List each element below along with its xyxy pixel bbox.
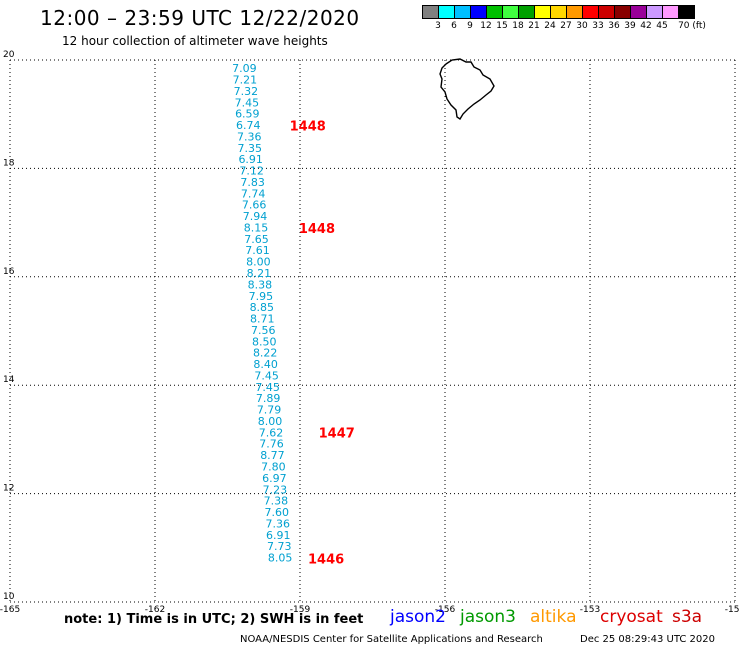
swh-value: 8.77: [260, 449, 285, 462]
swh-value: 8.71: [250, 313, 275, 326]
x-tick-label: -165: [0, 605, 20, 615]
swh-value: 7.79: [257, 404, 282, 417]
swh-points: 7.097.217.327.456.596.747.367.356.917.12…: [232, 62, 292, 564]
swh-value: 7.73: [267, 540, 292, 553]
swh-value: 7.83: [240, 176, 265, 189]
color-legend-labels: 3 6 9 12 15 18 21 24 27 30 33 36 39 42 45 70 (ft): [422, 21, 706, 35]
time-label: 1447: [319, 426, 355, 441]
swh-value: 8.85: [250, 301, 275, 314]
swh-value: 7.36: [266, 517, 291, 530]
color-legend-label: 33: [592, 21, 604, 31]
color-legend-label: 24: [544, 21, 556, 31]
time-label: 1446: [308, 553, 344, 568]
swh-value: 7.36: [237, 130, 262, 143]
swh-value: 7.61: [245, 244, 270, 257]
color-swatch: [678, 5, 695, 19]
chart-subtitle: 12 hour collection of altimeter wave hei…: [62, 34, 328, 48]
x-tick-label: -162: [145, 605, 165, 615]
axis-tick-labels: -165 -162 -159 -156 -153 -150 20 18 16 14 12 10: [0, 50, 740, 615]
color-legend-label: 12: [480, 21, 492, 31]
swh-value: 8.50: [252, 335, 277, 348]
x-tick-label: -156: [435, 605, 456, 615]
x-tick-label: -159: [290, 605, 311, 615]
color-legend-swatches: [422, 5, 695, 19]
satellite-altika: altika: [530, 607, 577, 627]
swh-value: 7.66: [242, 199, 267, 212]
y-tick-label: 12: [3, 484, 14, 494]
color-legend-label: 30: [576, 21, 588, 31]
swh-value: 7.09: [232, 62, 257, 75]
swh-value: 7.12: [239, 165, 264, 178]
grid-lines: [9, 59, 736, 603]
y-tick-label: 16: [3, 267, 15, 277]
swh-value: 7.32: [234, 85, 259, 98]
y-tick-label: 10: [3, 592, 15, 602]
swh-value: 7.74: [241, 187, 266, 200]
swh-value: 8.15: [244, 221, 269, 234]
color-legend-label: 18: [512, 21, 524, 31]
swh-value: 6.91: [266, 529, 291, 542]
swh-value: 7.89: [256, 392, 281, 405]
swh-value: 7.23: [263, 483, 288, 496]
color-legend-label: 45: [656, 21, 668, 31]
swh-value: 7.76: [259, 438, 284, 451]
satellite-jason2: jason2: [390, 607, 446, 627]
swh-value: 8.00: [258, 415, 283, 428]
swh-value: 7.65: [244, 233, 269, 246]
swh-value: 7.94: [243, 210, 268, 223]
x-tick-label: -153: [580, 605, 600, 615]
satellite-cryosat: cryosat: [600, 607, 663, 627]
color-legend-label: 27: [560, 21, 572, 31]
footer-timestamp: Dec 25 08:29:43 UTC 2020: [580, 634, 715, 645]
color-legend-label: 9: [467, 21, 473, 31]
satellite-jason3: jason3: [460, 607, 516, 627]
swh-value: 7.45: [254, 369, 279, 382]
swh-value: 8.00: [246, 256, 271, 269]
color-legend-label: 6: [451, 21, 457, 31]
swh-value: 8.22: [253, 347, 278, 360]
color-legend-label: 42: [640, 21, 652, 31]
time-label: 1448: [290, 120, 326, 135]
swh-value: 7.95: [249, 290, 274, 303]
color-legend-label: 3: [435, 21, 441, 31]
time-labels: 1448 1448 1447 1446: [290, 120, 355, 568]
swh-value: 7.60: [265, 506, 290, 519]
swh-value: 7.80: [261, 461, 286, 474]
swh-value: 8.21: [247, 267, 272, 280]
swh-value: 7.21: [233, 74, 258, 87]
y-tick-label: 20: [3, 50, 15, 60]
hawaii-coastline: [439, 58, 495, 120]
swh-value: 8.38: [248, 278, 273, 291]
swh-value: 7.56: [251, 324, 276, 337]
swh-value: 7.35: [237, 142, 262, 155]
swh-value: 8.05: [268, 552, 293, 565]
color-legend-label: 15: [496, 21, 508, 31]
swh-value: 6.59: [235, 108, 260, 121]
x-tick-label: -150: [725, 605, 740, 615]
satellite-s3a: s3a: [672, 607, 703, 627]
swh-value: 6.74: [236, 119, 261, 132]
swh-value: 7.45: [235, 96, 260, 109]
y-tick-label: 18: [3, 158, 15, 168]
swh-value: 7.45: [255, 381, 280, 394]
color-legend-label: 70 (ft): [678, 21, 706, 31]
big-island-outline: [439, 58, 495, 120]
time-label: 1448: [299, 222, 335, 237]
swh-value: 8.40: [253, 358, 278, 371]
swh-value: 6.91: [238, 153, 263, 166]
color-legend-label: 39: [624, 21, 636, 31]
chart-title: 12:00 – 23:59 UTC 12/22/2020: [40, 6, 360, 30]
y-tick-label: 14: [3, 375, 15, 385]
color-legend-label: 21: [528, 21, 540, 31]
color-legend-label: 36: [608, 21, 620, 31]
swh-value: 6.97: [262, 472, 287, 485]
swh-value: 7.62: [259, 426, 284, 439]
color-legend: 3 6 9 12 15 18 21 24 27 30 33 36 39 42 45 70 (ft): [422, 5, 706, 35]
swh-value: 7.38: [264, 495, 289, 508]
units-note: note: 1) Time is in UTC; 2) SWH is in fe…: [64, 612, 364, 627]
footer-credit: NOAA/NESDIS Center for Satellite Applica…: [240, 634, 543, 645]
